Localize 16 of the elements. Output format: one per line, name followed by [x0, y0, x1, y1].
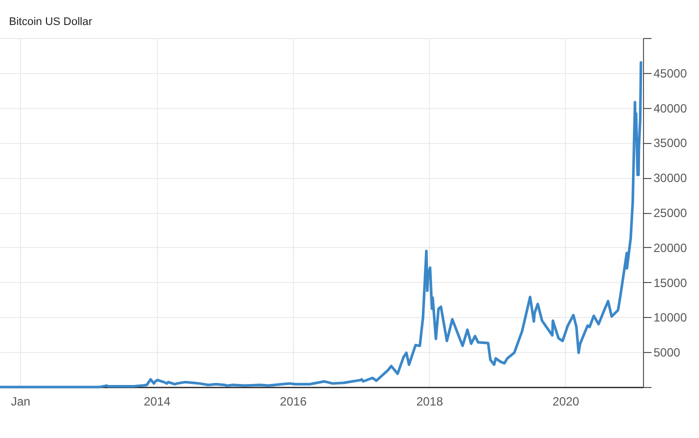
line-series: [0, 61, 642, 388]
x-tick-label: 2020: [552, 394, 580, 408]
x-tick-label: 2018: [416, 394, 444, 408]
y-tick-label: 20000: [654, 240, 688, 255]
y-tick-label: 40000: [654, 101, 688, 116]
y-tick-label: 5000: [654, 346, 681, 360]
y-tick-label: 10000: [654, 310, 688, 325]
y-tick-label: 45000: [654, 66, 688, 80]
y-tick-label: 35000: [654, 136, 688, 150]
x-tick-label: Jan: [10, 394, 30, 408]
chart-title: Bitcoin US Dollar: [9, 16, 92, 28]
x-tick-label: 2014: [144, 394, 171, 408]
y-tick-label: 25000: [654, 206, 688, 220]
x-tick-label: 2016: [280, 394, 307, 408]
y-tick-label: 15000: [654, 276, 688, 290]
y-tick-label: 30000: [654, 171, 688, 186]
